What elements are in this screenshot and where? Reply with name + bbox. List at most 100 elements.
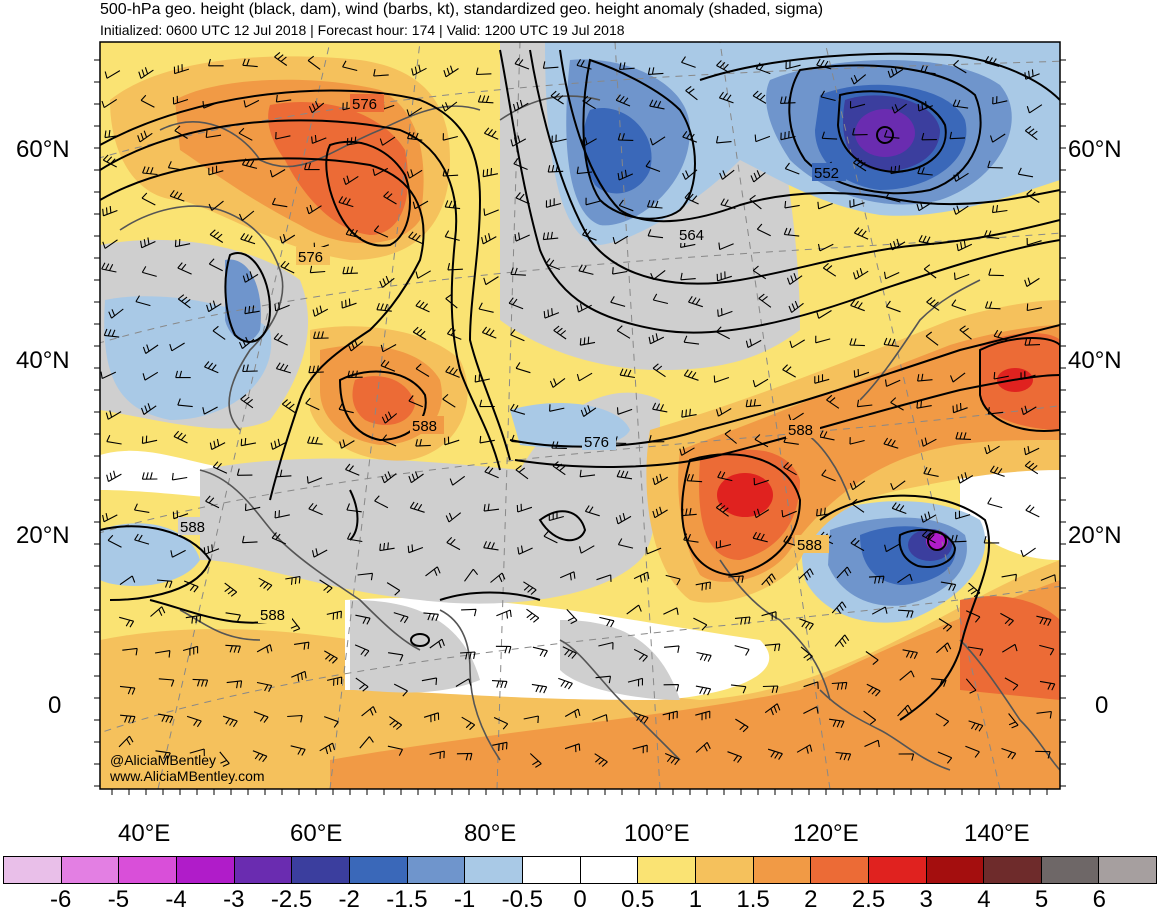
wind-barb bbox=[513, 157, 528, 171]
wind-barb bbox=[850, 537, 865, 552]
wind-barb bbox=[543, 530, 558, 544]
wind-barb bbox=[753, 508, 770, 519]
wind-barb bbox=[140, 403, 157, 415]
wind-barb bbox=[883, 271, 900, 280]
lat-label-60n-right: 60°N bbox=[1068, 136, 1122, 163]
anomaly-colorbar bbox=[3, 856, 1157, 884]
wind-barb bbox=[242, 271, 259, 283]
height-contours bbox=[100, 49, 1060, 721]
wind-barb bbox=[412, 200, 429, 210]
wind-barb bbox=[510, 135, 527, 147]
wind-barb bbox=[515, 465, 529, 480]
wind-barb bbox=[446, 537, 461, 551]
wind-barb bbox=[510, 434, 527, 444]
wind-barb bbox=[957, 472, 974, 484]
wind-barb bbox=[183, 580, 199, 593]
wind-barb bbox=[253, 711, 269, 723]
wind-barb bbox=[764, 643, 781, 652]
wind-barb bbox=[542, 231, 559, 241]
wind-barb bbox=[617, 169, 634, 181]
wind-barb bbox=[106, 434, 122, 445]
wind-barb bbox=[953, 172, 969, 182]
lon-label-80e: 80°E bbox=[464, 820, 517, 847]
wind-barb bbox=[1040, 574, 1057, 582]
wind-barb bbox=[444, 200, 461, 210]
wind-barb bbox=[616, 407, 633, 415]
wind-barb bbox=[406, 169, 423, 179]
wind-barb bbox=[664, 645, 680, 653]
colorbar-swatch bbox=[465, 857, 523, 883]
wind-barb bbox=[444, 230, 460, 241]
colorbar-swatch bbox=[580, 857, 639, 883]
wind-barb bbox=[917, 166, 933, 176]
wind-barb bbox=[172, 95, 189, 105]
wind-barb bbox=[652, 402, 668, 413]
colorbar-tick-label: -5 bbox=[107, 886, 130, 913]
wind-barb bbox=[562, 646, 577, 659]
wind-barb bbox=[379, 136, 396, 146]
wind-barb bbox=[652, 506, 668, 519]
wind-barb bbox=[412, 326, 427, 341]
wind-barb bbox=[1001, 747, 1017, 760]
wind-barb bbox=[965, 678, 977, 694]
wind-barb bbox=[345, 227, 362, 239]
wind-barb bbox=[717, 308, 733, 318]
wind-barb bbox=[853, 368, 870, 378]
wind-barb bbox=[784, 162, 800, 175]
wind-barb bbox=[817, 201, 833, 210]
wind-barb bbox=[275, 94, 292, 103]
wind-barb bbox=[425, 566, 441, 577]
wind-barb bbox=[208, 58, 224, 67]
wind-barb bbox=[815, 335, 831, 344]
wind-barb bbox=[122, 647, 138, 656]
wind-barb bbox=[989, 465, 1005, 477]
wind-barb bbox=[142, 166, 158, 176]
wind-barb bbox=[899, 670, 915, 681]
wind-barb bbox=[852, 127, 868, 136]
wind-barbs bbox=[100, 51, 1057, 768]
colorbar-swatch bbox=[638, 857, 696, 883]
wind-barb bbox=[681, 56, 696, 68]
wind-barb bbox=[749, 194, 762, 210]
wind-barb bbox=[445, 365, 460, 378]
wind-barb bbox=[745, 338, 762, 348]
wind-barb bbox=[514, 57, 530, 70]
wind-barb bbox=[662, 710, 678, 721]
wind-barb bbox=[140, 94, 155, 108]
wind-barb bbox=[953, 59, 967, 74]
wind-barb bbox=[633, 648, 648, 662]
wind-barb bbox=[342, 266, 358, 275]
wind-barb bbox=[871, 606, 888, 615]
wind-barb bbox=[209, 229, 224, 243]
wind-barb bbox=[950, 534, 967, 543]
wind-barb bbox=[898, 753, 915, 761]
wind-barb bbox=[984, 444, 1000, 455]
wind-barb bbox=[610, 296, 626, 307]
wind-barb bbox=[853, 157, 867, 172]
wind-barb bbox=[965, 610, 981, 623]
wind-barb bbox=[512, 99, 529, 112]
wind-barb bbox=[849, 480, 866, 491]
wind-barb bbox=[647, 229, 664, 239]
wind-barb bbox=[953, 205, 969, 215]
wind-barb bbox=[836, 566, 852, 579]
colorbar-swatch bbox=[292, 857, 350, 883]
wind-barb bbox=[865, 651, 879, 666]
wind-barb bbox=[897, 573, 913, 584]
wind-barb bbox=[780, 130, 796, 141]
colorbar-tick-label: -2.5 bbox=[270, 886, 313, 913]
wind-barb bbox=[415, 299, 430, 313]
wind-barb bbox=[441, 101, 458, 112]
wind-barb bbox=[959, 325, 972, 340]
wind-barb bbox=[324, 650, 338, 664]
wind-barb bbox=[767, 748, 783, 760]
wind-barb bbox=[549, 404, 565, 412]
wind-barb bbox=[477, 95, 494, 104]
contour-label: 588 bbox=[788, 422, 813, 439]
wind-barb bbox=[715, 540, 732, 549]
wind-barb bbox=[474, 374, 490, 383]
wind-barb bbox=[423, 712, 440, 723]
wind-barb bbox=[174, 125, 188, 139]
wind-barb bbox=[983, 230, 1000, 239]
wind-barb bbox=[311, 134, 327, 144]
